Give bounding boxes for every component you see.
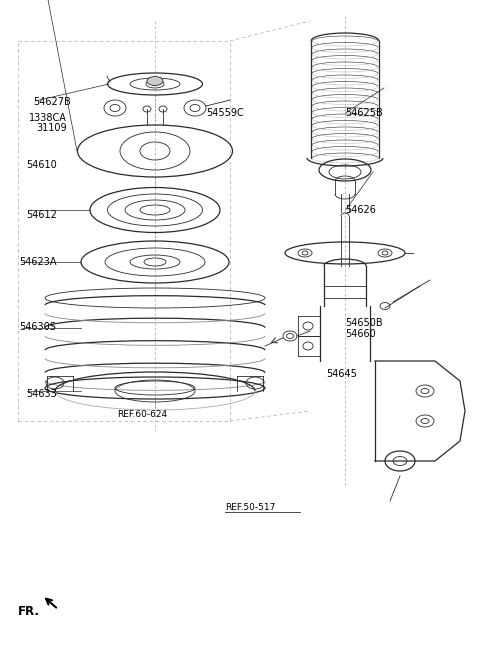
Text: 54645: 54645	[326, 369, 357, 379]
Text: 54610: 54610	[26, 160, 57, 171]
Text: 54625B: 54625B	[346, 108, 384, 118]
Text: REF.60-624: REF.60-624	[118, 410, 168, 419]
Text: FR.: FR.	[18, 605, 40, 618]
Text: 54626: 54626	[346, 205, 376, 215]
Text: 31109: 31109	[36, 123, 67, 133]
Ellipse shape	[147, 77, 163, 85]
Text: 54650B: 54650B	[346, 318, 383, 328]
Text: 1338CA: 1338CA	[29, 113, 67, 123]
Text: 54627B: 54627B	[34, 96, 72, 107]
Text: 54623A: 54623A	[19, 257, 57, 268]
Text: 54633: 54633	[26, 388, 57, 399]
Text: 54559C: 54559C	[206, 108, 244, 118]
Text: 54630S: 54630S	[19, 321, 56, 332]
Text: REF.50-517: REF.50-517	[225, 502, 275, 512]
Text: 54612: 54612	[26, 210, 57, 220]
Text: 54660: 54660	[346, 329, 376, 339]
